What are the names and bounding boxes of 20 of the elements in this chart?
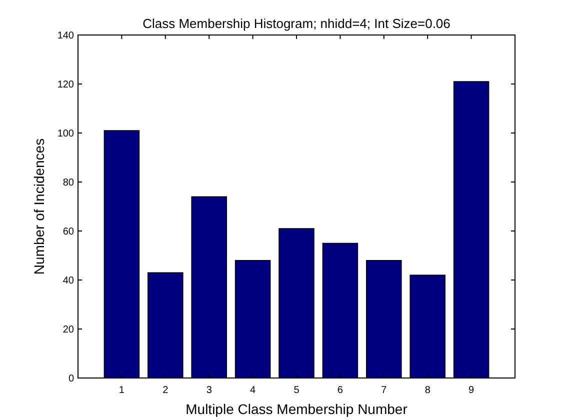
x-tick-label: 4 — [250, 385, 256, 396]
y-tick-label: 80 — [62, 178, 74, 188]
x-tick-label: 9 — [468, 385, 475, 396]
y-tick-label: 140 — [57, 30, 74, 42]
x-tick-label: 8 — [424, 385, 431, 396]
x-axis-title: Multiple Class Membership Number — [186, 401, 408, 417]
y-tick-label: 40 — [62, 276, 74, 286]
chart-title: Class Membership Histogram; nhidd=4; Int Size=0.06 — [142, 16, 450, 31]
x-tick-label: 5 — [294, 385, 300, 396]
y-tick-label: 120 — [57, 80, 74, 90]
x-tick-label: 7 — [381, 385, 388, 396]
y-axis-title: Number of Incidences — [31, 138, 47, 275]
x-tick-label: 6 — [337, 385, 344, 396]
x-tick-label: 1 — [118, 385, 125, 396]
x-tick-label: 3 — [206, 385, 212, 396]
y-tick-label: 100 — [57, 128, 74, 140]
y-tick-label: 20 — [62, 324, 74, 336]
x-tick-label: 2 — [162, 385, 169, 396]
y-tick-label: 0 — [68, 374, 74, 384]
y-tick-label: 60 — [62, 226, 74, 238]
